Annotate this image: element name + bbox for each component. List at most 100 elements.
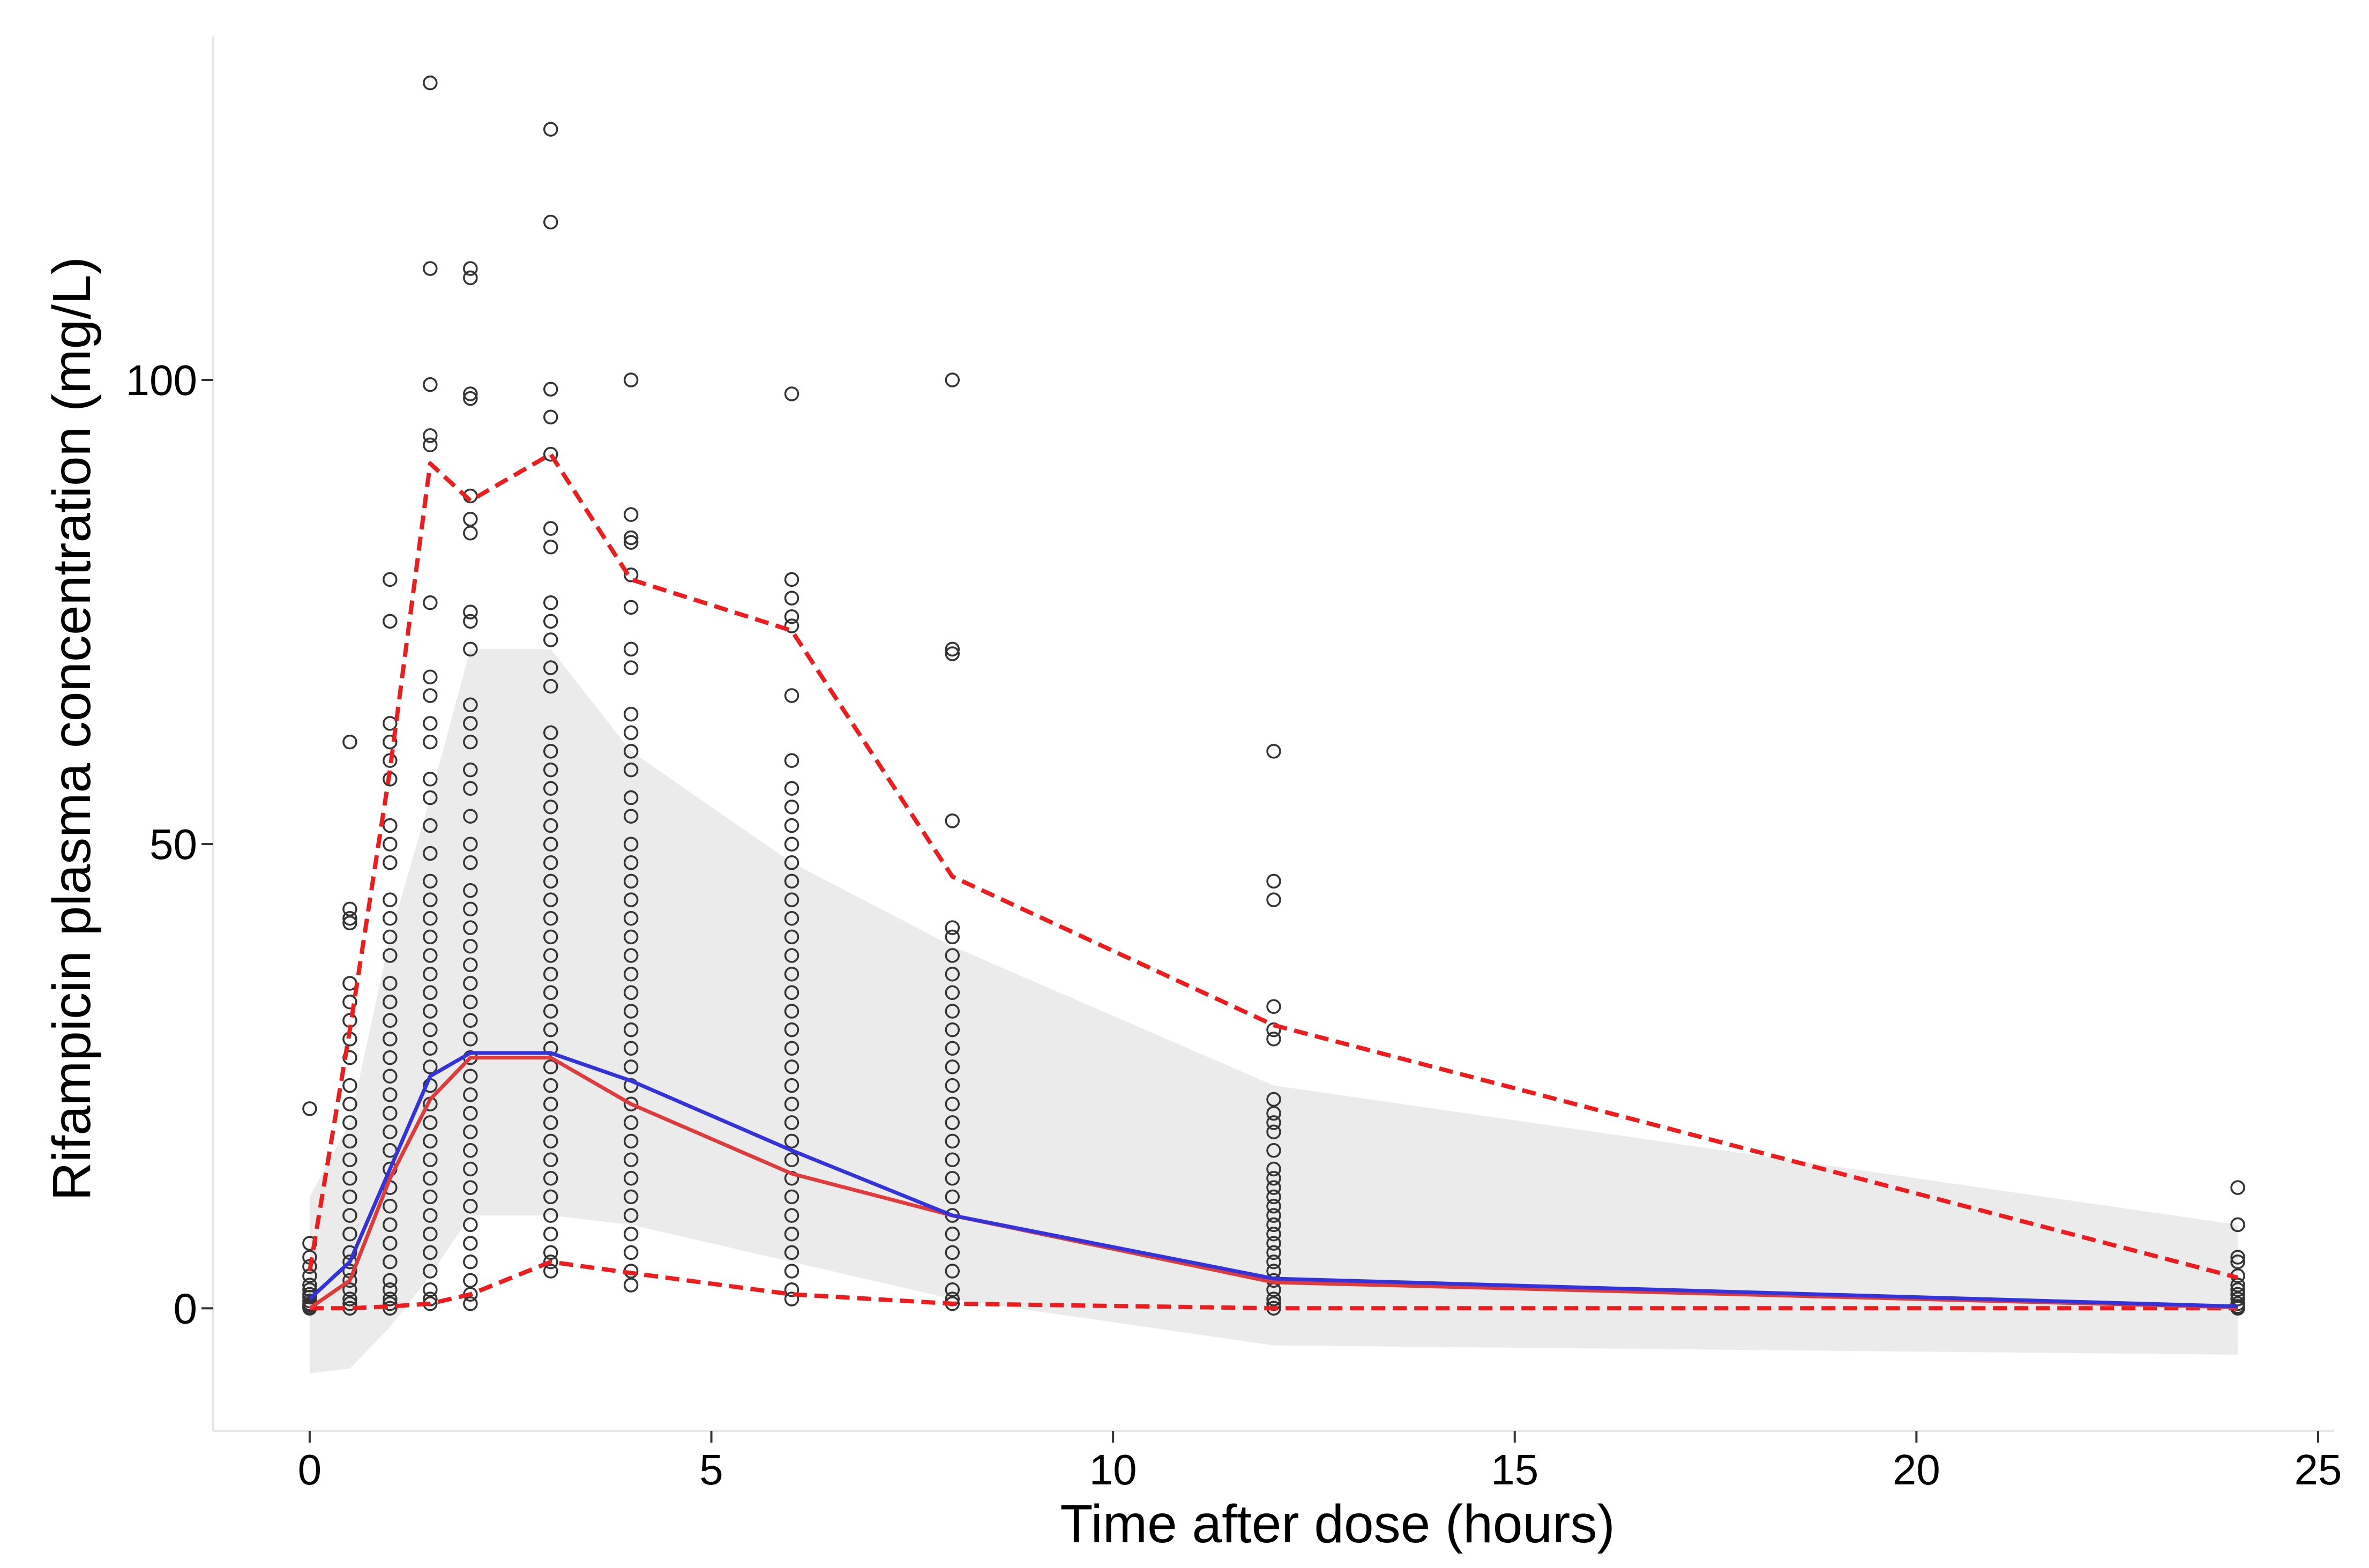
observation-point xyxy=(423,948,438,963)
observation-point xyxy=(623,507,639,522)
series-line-observed-95th-percentile xyxy=(307,452,2239,1280)
observation-point xyxy=(423,790,438,805)
observation-point xyxy=(945,1059,960,1074)
observation-point xyxy=(945,372,960,387)
observation-point xyxy=(423,437,438,452)
observation-point xyxy=(623,985,639,1000)
observation-point xyxy=(945,1115,960,1130)
observation-point xyxy=(463,1143,478,1158)
observation-point xyxy=(784,1226,799,1242)
observation-point xyxy=(623,948,639,963)
observation-point xyxy=(463,1273,478,1288)
observation-point xyxy=(383,572,398,587)
observation-point xyxy=(623,706,639,722)
observation-point xyxy=(543,632,558,647)
observation-point xyxy=(623,372,639,387)
observation-point xyxy=(423,1189,438,1205)
observation-point xyxy=(423,772,438,787)
observation-point xyxy=(1266,1226,1281,1242)
observation-point xyxy=(383,1236,398,1251)
observation-point xyxy=(383,1291,398,1306)
observation-point xyxy=(623,1004,639,1019)
observation-point xyxy=(423,1152,438,1167)
observation-point xyxy=(623,1115,639,1130)
observation-point xyxy=(945,1133,960,1149)
observation-point xyxy=(784,1059,799,1074)
observation-point xyxy=(623,1208,639,1223)
observation-point xyxy=(383,1124,398,1139)
observation-point xyxy=(543,1059,558,1074)
observation-point xyxy=(383,837,398,852)
observation-point xyxy=(463,883,478,898)
observation-point xyxy=(383,1032,398,1047)
observation-point xyxy=(543,1208,558,1223)
observation-point xyxy=(1266,1115,1281,1130)
x-tick-label: 15 xyxy=(1491,1446,1538,1494)
observation-point xyxy=(543,660,558,675)
observation-point xyxy=(463,901,478,917)
observation-point xyxy=(463,809,478,824)
observation-point xyxy=(945,1282,960,1297)
observation-point xyxy=(463,781,478,796)
observation-point xyxy=(383,1050,398,1065)
observation-point xyxy=(342,1273,357,1288)
observation-point xyxy=(945,1226,960,1242)
x-tick-label: 10 xyxy=(1089,1446,1137,1494)
observation-point xyxy=(623,1041,639,1056)
observation-point xyxy=(423,1264,438,1279)
observation-point xyxy=(342,1078,357,1093)
observation-point xyxy=(1266,1245,1281,1260)
observation-point xyxy=(623,809,639,824)
observation-point xyxy=(423,1282,438,1297)
y-tick-label: 50 xyxy=(150,820,197,868)
observation-point xyxy=(463,391,478,406)
observation-point xyxy=(945,646,960,661)
observation-point xyxy=(543,214,558,230)
observation-point xyxy=(423,428,438,443)
observation-point xyxy=(463,512,478,527)
observation-point xyxy=(423,75,438,91)
observation-point xyxy=(463,957,478,973)
observation-point xyxy=(1266,1106,1281,1121)
observation-point xyxy=(623,530,639,546)
observation-point xyxy=(342,1208,357,1223)
observation-point xyxy=(945,1245,960,1260)
series-lines-layer xyxy=(307,452,2239,1311)
observation-point xyxy=(784,1282,799,1297)
observation-point xyxy=(423,1041,438,1056)
observation-point xyxy=(463,1217,478,1233)
x-tick-label: 5 xyxy=(699,1446,723,1494)
observation-point xyxy=(423,873,438,889)
observation-point xyxy=(383,855,398,870)
observation-point xyxy=(423,688,438,703)
observation-point xyxy=(623,1152,639,1167)
observation-point xyxy=(623,568,639,583)
observation-point xyxy=(543,892,558,907)
observation-point xyxy=(945,1152,960,1167)
observation-point xyxy=(784,929,799,945)
observation-point xyxy=(463,1106,478,1121)
observation-point xyxy=(383,1013,398,1028)
observation-point xyxy=(623,641,639,657)
axes-layer xyxy=(212,36,2334,1432)
observation-point xyxy=(623,1171,639,1186)
observation-point xyxy=(623,660,639,675)
observation-point xyxy=(463,938,478,954)
observation-point xyxy=(423,1059,438,1074)
observation-point xyxy=(623,892,639,907)
observation-point xyxy=(463,837,478,852)
observation-point xyxy=(342,1133,357,1149)
observation-point xyxy=(383,614,398,629)
observation-point xyxy=(423,595,438,610)
observation-point xyxy=(945,985,960,1000)
observation-point xyxy=(543,1115,558,1130)
observation-point xyxy=(463,1069,478,1084)
observation-point xyxy=(342,1096,357,1111)
observation-point xyxy=(342,1171,357,1186)
observation-point xyxy=(342,1296,357,1311)
observation-point xyxy=(1266,1236,1281,1251)
observation-point xyxy=(1266,1254,1281,1270)
observation-point xyxy=(383,976,398,991)
observation-point xyxy=(463,270,478,286)
